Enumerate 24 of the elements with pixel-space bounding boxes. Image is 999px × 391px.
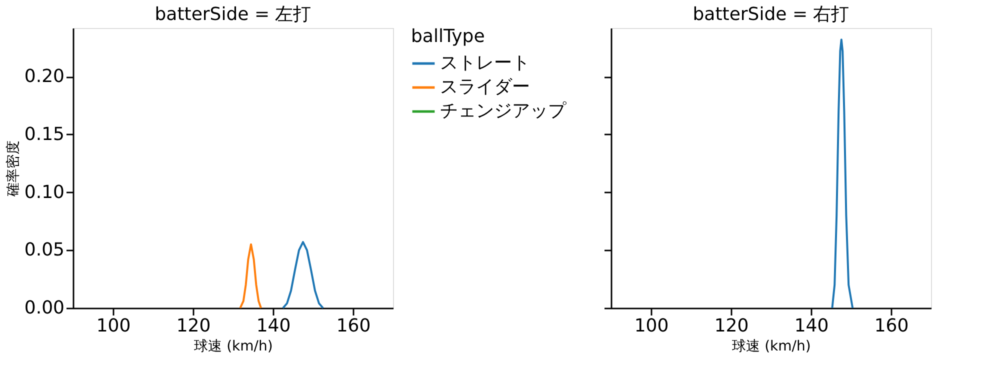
x-tick-label: 120 — [714, 316, 749, 336]
y-tick-label: 0.15 — [24, 124, 64, 145]
x-axis-title: 球速 (km/h) — [194, 338, 273, 354]
y-tick-label: 0.00 — [24, 298, 64, 318]
x-tick-label: 160 — [874, 316, 909, 336]
line-series — [239, 243, 262, 309]
x-tick-label: 140 — [256, 316, 291, 336]
y-tick-label: 0.20 — [24, 66, 64, 88]
x-tick-label: 100 — [96, 316, 131, 336]
y-axis-title: 確率密度 — [5, 140, 22, 198]
line-series — [282, 241, 324, 309]
x-tick-label: 100 — [634, 316, 669, 336]
legend-label: スライダー — [440, 76, 530, 98]
chart-title: batterSide = 右打 — [692, 4, 850, 25]
x-tick-label: 120 — [176, 316, 211, 336]
y-tick-label: 0.05 — [24, 240, 64, 261]
x-tick-label: 140 — [794, 316, 829, 336]
x-axis-title: 球速 (km/h) — [732, 338, 811, 354]
legend-label: ストレート — [440, 52, 530, 74]
legend-label: チェンジアップ — [440, 100, 567, 122]
legend-title: ballType — [411, 26, 485, 47]
chart-title: batterSide = 左打 — [154, 4, 312, 25]
x-tick-label: 160 — [336, 316, 371, 336]
y-tick-label: 0.10 — [24, 182, 64, 203]
